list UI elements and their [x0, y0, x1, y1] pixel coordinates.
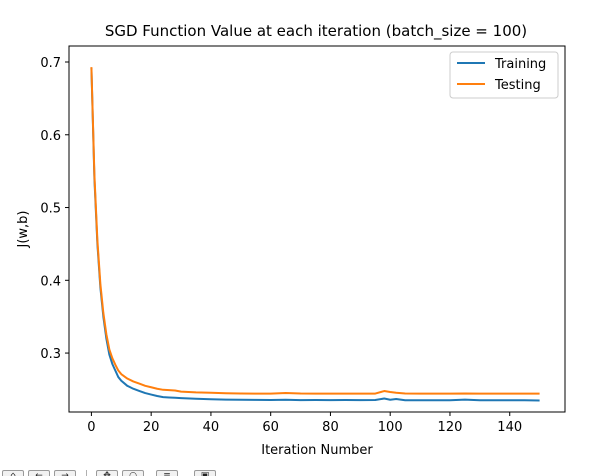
chart-title: SGD Function Value at each iteration (ba…: [105, 22, 527, 41]
x-tick-label: 60: [262, 420, 279, 435]
back-arrow-icon: ←: [35, 471, 43, 476]
zoom-button[interactable]: ○: [122, 470, 144, 476]
y-tick-label: 0.5: [40, 202, 61, 217]
configure-icon: ≡: [163, 471, 171, 476]
save-button[interactable]: ▣: [194, 470, 216, 476]
back-button[interactable]: ←: [28, 470, 50, 476]
y-tick-label: 0.6: [40, 129, 61, 144]
x-tick-label: 0: [87, 420, 95, 435]
legend-label-testing: Testing: [494, 78, 541, 93]
y-tick-label: 0.4: [40, 274, 61, 289]
toolbar-separator: [86, 470, 87, 476]
x-axis-ticks: 0 20 40 60 80 100 120 140: [87, 412, 522, 435]
y-tick-label: 0.7: [40, 56, 61, 71]
x-tick-label: 140: [497, 420, 522, 435]
x-tick-label: 20: [143, 420, 160, 435]
series-line-training: [90, 67, 540, 402]
y-tick-label: 0.3: [40, 347, 61, 362]
pan-icon: ✥: [103, 471, 111, 476]
home-icon: ⌂: [10, 471, 16, 476]
x-tick-label: 80: [322, 420, 339, 435]
forward-button[interactable]: →: [54, 470, 76, 476]
configure-button[interactable]: ≡: [156, 470, 178, 476]
zoom-icon: ○: [129, 471, 137, 476]
plot-area: 0 20 40 60 80 100 120 140 0.3 0.4 0.5 0.6 0.7: [40, 45, 566, 435]
plot-frame: [68, 45, 566, 413]
x-tick-label: 100: [378, 420, 403, 435]
x-axis-label: Iteration Number: [261, 443, 373, 458]
x-tick-label: 40: [203, 420, 220, 435]
legend: Training Testing: [449, 51, 559, 99]
x-tick-label: 120: [438, 420, 463, 435]
save-icon: ▣: [200, 471, 210, 476]
y-axis-label: J(w,b): [16, 211, 31, 249]
series-layer: [90, 67, 540, 402]
pan-button[interactable]: ✥: [96, 470, 118, 476]
figure-toolbar: ⌂ ← → ✥ ○ ≡ ▣: [0, 466, 596, 476]
home-button[interactable]: ⌂: [2, 470, 24, 476]
y-axis-ticks: 0.3 0.4 0.5 0.6 0.7: [40, 56, 69, 362]
forward-arrow-icon: →: [61, 471, 69, 476]
series-line-testing: [90, 67, 540, 395]
legend-label-training: Training: [494, 57, 546, 72]
